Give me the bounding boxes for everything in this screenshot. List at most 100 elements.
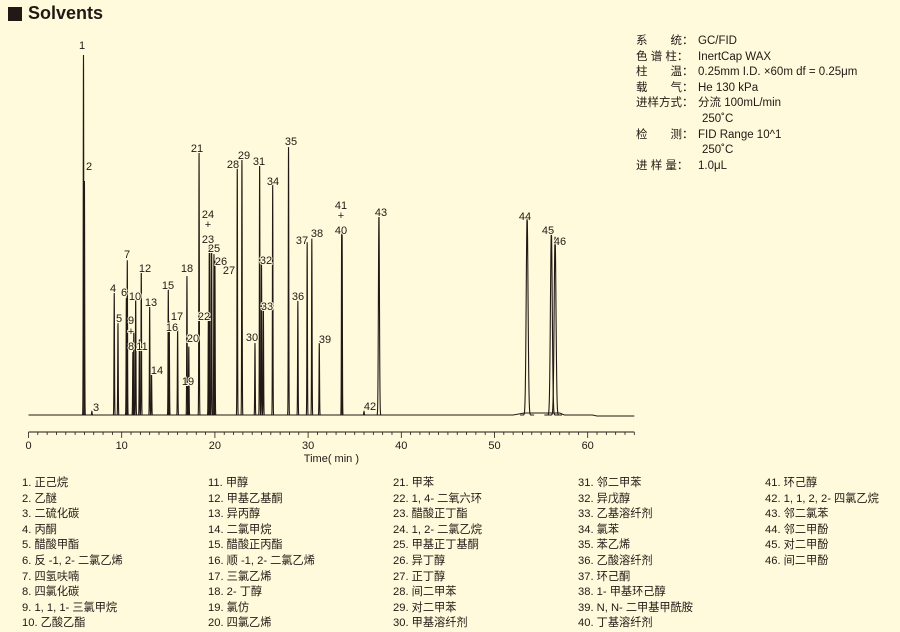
peak-label-19: 19 [182, 376, 194, 388]
x-tick-label: 30 [302, 440, 314, 452]
condition-row: 250˚C [636, 143, 857, 159]
x-tick-label: 40 [395, 440, 407, 452]
legend-item: 17. 三氯乙烯 [208, 570, 272, 583]
title-square-icon [8, 6, 22, 21]
legend-item: 8. 四氯化碳 [22, 586, 80, 599]
legend-item: 36. 乙酸溶纤剂 [578, 554, 653, 567]
legend-item: 28. 间二甲苯 [393, 586, 457, 599]
peak-label-22: 22 [198, 311, 210, 323]
peak-33 [261, 306, 266, 416]
peak-label-13: 13 [145, 297, 157, 309]
coelution-plus-mark: + [338, 210, 344, 222]
x-tick-label: 60 [582, 440, 594, 452]
legend-column: 31. 邻二甲苯 32. 异戊醇 33. 乙基溶纤剂 34. 氯苯 35. 苯乙烯 36.… [578, 476, 693, 632]
peak-label-23: 23 [202, 234, 214, 246]
peak-20 [186, 346, 191, 416]
peak-45 [544, 231, 559, 416]
peak-label-1: 1 [79, 40, 85, 52]
peak-label-28: 28 [227, 159, 239, 171]
peak-label-29: 29 [238, 150, 250, 162]
peak-label-21: 21 [191, 143, 203, 155]
legend-item: 24. 1, 2- 二氯乙烷 [393, 523, 482, 536]
x-tick-label: 0 [25, 440, 31, 452]
condition-label: 色 谱 柱： [636, 50, 689, 63]
legend-item: 31. 邻二甲苯 [578, 477, 642, 489]
peak-label-8: 8 [128, 341, 134, 353]
condition-row: 250˚C [636, 112, 857, 128]
condition-label: 柱 温： [636, 66, 694, 79]
legend-item: 23. 醋酸正丁酯 [393, 508, 468, 521]
legend-item: 12. 甲基乙基酮 [208, 492, 283, 505]
peak-39 [317, 342, 322, 416]
legend-item: 34. 氯苯 [578, 523, 620, 536]
legend-item: 2. 乙醚 [22, 492, 57, 505]
x-tick-label: 20 [209, 440, 221, 452]
peak-46 [548, 236, 563, 416]
legend-item: 29. 对二甲苯 [393, 601, 457, 614]
peak-label-40: 40 [335, 225, 347, 237]
legend-item: 33. 乙基溶纤剂 [578, 508, 653, 521]
peak-label-45: 45 [542, 225, 554, 237]
legend-item: 14. 二氯甲烷 [208, 523, 272, 536]
legend-item: 13. 异丙醇 [208, 508, 261, 521]
peak-38 [309, 238, 314, 416]
peak-17 [175, 328, 180, 416]
peak-label-11: 11 [136, 341, 147, 353]
condition-row: 检 测： FID Range 10^1 [636, 128, 857, 144]
legend-item: 18. 2- 丁醇 [208, 586, 263, 599]
legend-item: 11. 甲醇 [208, 477, 249, 489]
peak-28 [235, 166, 240, 416]
legend-item: 35. 苯乙烯 [578, 539, 631, 552]
legend-item: 27. 正丁醇 [393, 570, 446, 583]
condition-label: 进样方式： [636, 97, 694, 110]
peak-label-14: 14 [151, 365, 163, 377]
condition-row: 进样方式： 分流 100mL/min [636, 96, 857, 112]
peak-label-41: 41 [335, 200, 347, 212]
peak-label-18: 18 [181, 263, 193, 275]
peak-35 [286, 147, 291, 416]
legend-item: 37. 环己酮 [578, 570, 631, 583]
peak-12 [139, 269, 144, 416]
peak-1 [81, 54, 86, 416]
peak-15 [166, 288, 171, 416]
x-tick-label: 10 [116, 440, 128, 452]
peak-label-24: 24 [202, 209, 214, 221]
legend-item: 9. 1, 1, 1- 三氯甲烷 [22, 601, 118, 614]
peak-label-10: 10 [129, 291, 141, 303]
peak-5 [116, 323, 120, 416]
peak-label-44: 44 [519, 211, 531, 223]
condition-value: FID Range 10^1 [698, 128, 782, 141]
legend-column: 1. 正己烷 2. 乙醚 3. 二硫化碳 4. 丙酮 5. 醋酸甲酯 6. 反 -1, 2… [22, 476, 123, 632]
peak-label-33: 33 [261, 301, 273, 313]
condition-value: InertCap WAX [698, 50, 772, 63]
legend-item: 7. 四氢呋喃 [22, 570, 80, 583]
legend-item: 1. 正己烷 [22, 477, 69, 489]
peak-label-39: 39 [319, 334, 331, 346]
legend-item: 26. 异丁醇 [393, 554, 446, 567]
condition-value: 0.25mm I.D. ×60m df = 0.25μm [698, 66, 858, 79]
legend-item: 22. 1, 4- 二氧六环 [393, 492, 482, 505]
peak-label-42: 42 [364, 401, 376, 413]
legend-item: 19. 氯仿 [208, 601, 250, 614]
peak-label-2: 2 [86, 161, 92, 173]
peak-label-36: 36 [292, 291, 304, 303]
peak-37 [305, 242, 310, 416]
compound-legend: 1. 正己烷 2. 乙醚 3. 二硫化碳 4. 丙酮 5. 醋酸甲酯 6. 反 -1, 2… [0, 476, 900, 629]
peak-label-34: 34 [267, 176, 279, 188]
legend-item: 20. 四氯乙烯 [208, 617, 272, 630]
legend-item: 25. 甲基正丁基酮 [393, 539, 479, 552]
peak-label-4: 4 [110, 283, 116, 295]
peak-label-35: 35 [285, 136, 297, 148]
peak-label-27: 27 [223, 265, 235, 277]
legend-item: 42. 1, 1, 2, 2- 四氯乙烷 [765, 492, 879, 505]
legend-item: 15. 醋酸正丙酯 [208, 539, 283, 552]
legend-item: 21. 甲苯 [393, 477, 435, 489]
peak-6 [124, 297, 129, 416]
condition-value: 分流 100mL/min [698, 97, 782, 110]
condition-label [636, 112, 698, 128]
condition-value: 250˚C [702, 112, 734, 125]
peak-label-37: 37 [296, 235, 308, 247]
peak-44 [520, 215, 535, 416]
conditions-panel: 系 统： GC/FID 色 谱 柱： InertCap WAX 柱 温： 0.25mm I… [636, 34, 857, 174]
peak-21 [197, 152, 202, 416]
